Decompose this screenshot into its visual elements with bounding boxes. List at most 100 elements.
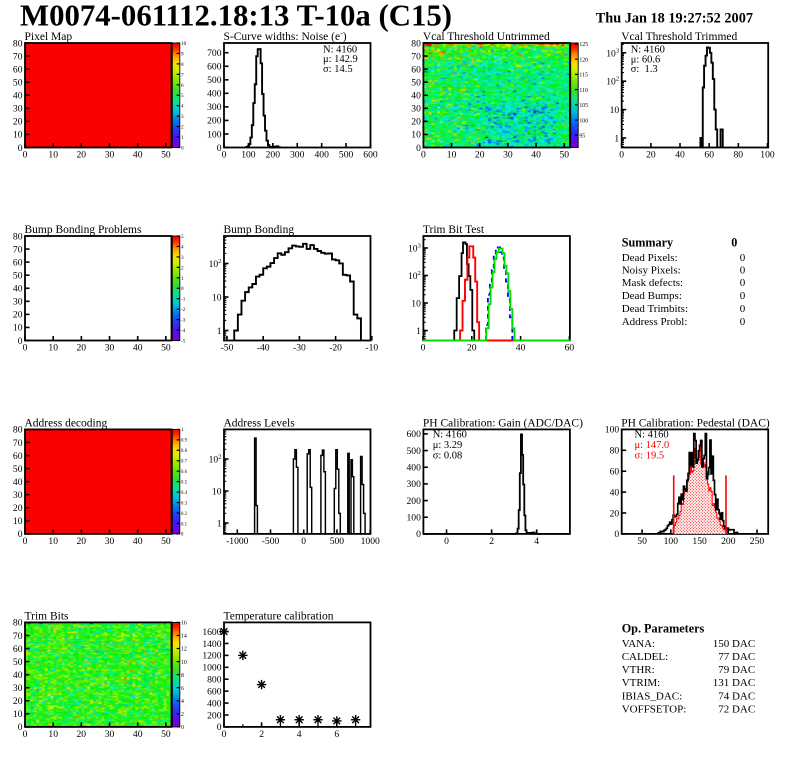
svg-text:50: 50 bbox=[161, 343, 171, 354]
svg-text:-500: -500 bbox=[262, 536, 280, 547]
svg-text:40: 40 bbox=[13, 670, 23, 681]
svg-text:0: 0 bbox=[23, 150, 28, 161]
svg-text:70: 70 bbox=[411, 51, 421, 62]
svg-text:2: 2 bbox=[181, 265, 184, 271]
svg-text:200: 200 bbox=[266, 150, 281, 161]
svg-text:40: 40 bbox=[133, 150, 143, 161]
svg-text:50: 50 bbox=[13, 78, 23, 89]
svg-text:0: 0 bbox=[181, 286, 184, 292]
svg-text:60: 60 bbox=[13, 64, 23, 75]
svg-text:-20: -20 bbox=[329, 343, 342, 354]
svg-text:120: 120 bbox=[579, 57, 588, 63]
svg-text:10: 10 bbox=[447, 150, 457, 161]
svg-text:2: 2 bbox=[259, 729, 264, 740]
svg-text:-4: -4 bbox=[181, 328, 186, 334]
svg-text:79 DAC: 79 DAC bbox=[718, 664, 755, 676]
svg-text:0: 0 bbox=[444, 536, 449, 547]
svg-text:102: 102 bbox=[408, 270, 421, 282]
svg-text:5: 5 bbox=[181, 234, 184, 240]
svg-text:102: 102 bbox=[209, 258, 222, 270]
svg-text:100: 100 bbox=[241, 150, 256, 161]
svg-text:100: 100 bbox=[664, 536, 679, 547]
svg-text:4: 4 bbox=[181, 244, 184, 250]
svg-text:50: 50 bbox=[13, 657, 23, 668]
svg-text:Mask defects:: Mask defects: bbox=[622, 277, 683, 289]
svg-text:800: 800 bbox=[207, 675, 222, 686]
svg-text:0: 0 bbox=[181, 146, 184, 152]
svg-text:50: 50 bbox=[560, 150, 570, 161]
svg-text:0: 0 bbox=[740, 316, 746, 328]
svg-text:20: 20 bbox=[13, 310, 23, 321]
svg-text:1: 1 bbox=[217, 518, 222, 529]
svg-text:103: 103 bbox=[606, 47, 620, 59]
svg-text:50: 50 bbox=[13, 271, 23, 282]
svg-text:400: 400 bbox=[407, 463, 422, 474]
svg-text:100: 100 bbox=[579, 118, 588, 124]
svg-text:μ: 147.0: μ: 147.0 bbox=[635, 440, 670, 451]
svg-text:103: 103 bbox=[408, 243, 422, 255]
svg-text:200: 200 bbox=[407, 496, 422, 507]
svg-text:102: 102 bbox=[209, 454, 222, 466]
svg-text:N: 4160: N: 4160 bbox=[433, 430, 467, 441]
svg-text:N: 4160: N: 4160 bbox=[635, 430, 669, 441]
svg-text:N: 4160: N: 4160 bbox=[631, 45, 665, 56]
svg-text:20: 20 bbox=[77, 343, 87, 354]
svg-text:VTRIM:: VTRIM: bbox=[622, 677, 661, 689]
svg-text:30: 30 bbox=[13, 683, 23, 694]
svg-text:7: 7 bbox=[181, 72, 184, 78]
svg-text:131 DAC: 131 DAC bbox=[713, 677, 755, 689]
svg-text:20: 20 bbox=[77, 729, 87, 740]
svg-text:60: 60 bbox=[13, 257, 23, 268]
svg-text:0: 0 bbox=[222, 729, 227, 740]
svg-text:0: 0 bbox=[217, 143, 222, 154]
svg-text:150 DAC: 150 DAC bbox=[713, 638, 755, 650]
svg-text:-30: -30 bbox=[293, 343, 306, 354]
svg-text:10: 10 bbox=[411, 130, 421, 141]
svg-text:70: 70 bbox=[13, 631, 23, 642]
svg-text:500: 500 bbox=[407, 446, 422, 457]
svg-text:Temperature calibration: Temperature calibration bbox=[224, 610, 334, 622]
svg-text:N: 4160: N: 4160 bbox=[323, 44, 357, 55]
svg-text:0.4: 0.4 bbox=[181, 491, 188, 496]
svg-text:Bump Bonding: Bump Bonding bbox=[224, 224, 295, 236]
svg-text:10: 10 bbox=[181, 41, 187, 47]
svg-text:50: 50 bbox=[13, 464, 23, 475]
svg-text:30: 30 bbox=[13, 490, 23, 501]
svg-text:Trim Bits: Trim Bits bbox=[25, 610, 70, 622]
svg-text:1: 1 bbox=[416, 326, 421, 337]
svg-text:0.1: 0.1 bbox=[181, 522, 188, 527]
svg-text:250: 250 bbox=[750, 536, 765, 547]
svg-text:20: 20 bbox=[411, 117, 421, 128]
svg-text:0: 0 bbox=[18, 336, 23, 347]
svg-text:10: 10 bbox=[610, 105, 620, 116]
svg-text:20: 20 bbox=[77, 536, 87, 547]
svg-text:40: 40 bbox=[133, 729, 143, 740]
svg-text:10: 10 bbox=[13, 130, 23, 141]
svg-text:Noisy Pixels:: Noisy Pixels: bbox=[622, 264, 681, 276]
svg-text:40: 40 bbox=[13, 91, 23, 102]
svg-text:μ: 60.6: μ: 60.6 bbox=[631, 54, 661, 65]
svg-text:40: 40 bbox=[133, 536, 143, 547]
svg-text:95: 95 bbox=[579, 134, 585, 140]
svg-text:100: 100 bbox=[760, 150, 775, 161]
svg-text:50: 50 bbox=[161, 536, 171, 547]
svg-text:1000: 1000 bbox=[202, 663, 221, 674]
svg-text:PH Calibration: Gain (ADC/DAC): PH Calibration: Gain (ADC/DAC) bbox=[423, 417, 583, 429]
svg-text:Op. Parameters: Op. Parameters bbox=[622, 621, 705, 635]
svg-text:14: 14 bbox=[181, 634, 187, 640]
svg-text:0: 0 bbox=[23, 343, 28, 354]
svg-text:1000: 1000 bbox=[361, 536, 380, 547]
svg-text:80: 80 bbox=[411, 38, 421, 49]
svg-text:500: 500 bbox=[207, 75, 222, 86]
svg-text:3: 3 bbox=[181, 114, 184, 120]
svg-text:Summary: Summary bbox=[622, 236, 673, 250]
svg-text:VANA:: VANA: bbox=[622, 638, 655, 650]
svg-text:IBIAS_DAC:: IBIAS_DAC: bbox=[622, 690, 683, 702]
svg-text:0.7: 0.7 bbox=[181, 460, 188, 465]
svg-text:200: 200 bbox=[207, 116, 222, 127]
svg-text:0: 0 bbox=[421, 343, 426, 354]
svg-text:40: 40 bbox=[675, 150, 685, 161]
svg-text:20: 20 bbox=[13, 696, 23, 707]
svg-text:500: 500 bbox=[330, 536, 345, 547]
svg-text:-5: -5 bbox=[181, 339, 186, 345]
